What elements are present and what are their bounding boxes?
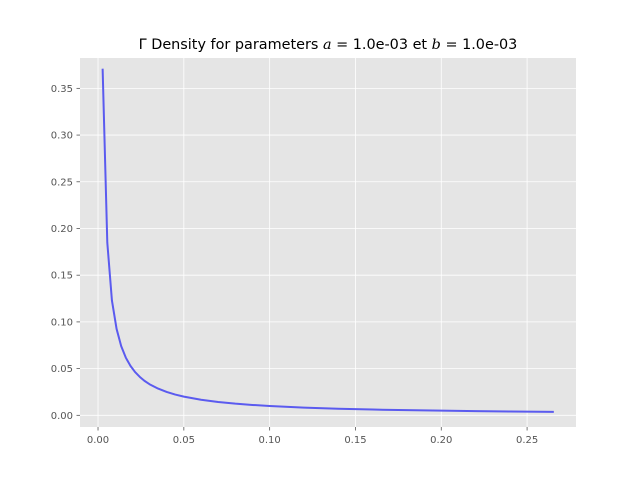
y-axis-ticks: 0.00 0.05 0.10 0.15 0.20 0.25 0.30 0.35 — [51, 84, 80, 422]
x-tick-label: 0.05 — [173, 435, 195, 446]
x-tick-label: 0.20 — [430, 435, 452, 446]
title-b-value: = 1.0e-03 — [441, 37, 517, 53]
grid-lines — [80, 58, 576, 427]
density-line — [101, 68, 554, 413]
title-a-symbol: a — [323, 37, 332, 53]
x-tick-label: 0.10 — [259, 435, 281, 446]
series-layer — [101, 68, 554, 413]
y-tick-label: 0.10 — [51, 317, 73, 328]
title-conjunction: et — [408, 37, 432, 53]
y-tick-label: 0.35 — [51, 84, 73, 95]
y-tick-label: 0.20 — [51, 224, 73, 235]
y-tick-label: 0.25 — [51, 177, 73, 188]
y-tick-label: 0.05 — [51, 364, 73, 375]
y-tick-label: 0.30 — [51, 131, 73, 142]
title-a-value: = 1.0e-03 — [332, 37, 408, 53]
title-prefix: Γ Density for parameters — [139, 37, 323, 53]
x-tick-label: 0.25 — [516, 435, 538, 446]
y-tick-label: 0.00 — [51, 411, 73, 422]
title-b-symbol: b — [432, 37, 441, 53]
x-axis-ticks: 0.00 0.05 0.10 0.15 0.20 0.25 — [87, 427, 538, 446]
y-tick-label: 0.15 — [51, 271, 73, 282]
plot-area — [80, 58, 576, 427]
x-tick-label: 0.00 — [87, 435, 109, 446]
x-tick-label: 0.15 — [344, 435, 366, 446]
chart-title: Γ Density for parameters a = 1.0e-03 et … — [139, 37, 518, 53]
